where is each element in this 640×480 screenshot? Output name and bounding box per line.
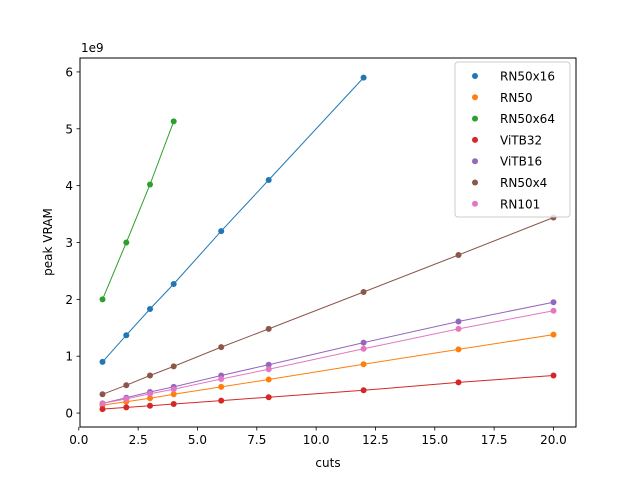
- legend-label-vitb32: ViTB32: [500, 133, 542, 147]
- data-point-rn50x4: [218, 344, 225, 351]
- data-point-rn101: [455, 325, 462, 332]
- data-point-rn50x4: [455, 252, 462, 258]
- data-point-rn50x16: [99, 358, 106, 365]
- y-tick-label: 5: [65, 122, 73, 136]
- series-line-rn50x64: [102, 121, 175, 300]
- x-tick-label: 10.0: [303, 433, 330, 447]
- legend-marker-rn101: [472, 200, 478, 207]
- data-point-rn50x4: [99, 391, 106, 398]
- data-point-rn50: [455, 346, 462, 353]
- data-point-rn50x64: [99, 296, 106, 303]
- data-point-rn50: [550, 331, 557, 338]
- data-point-rn101: [550, 307, 557, 314]
- data-point-rn50x16: [170, 281, 177, 287]
- data-point-vitb16: [550, 299, 557, 306]
- data-point-rn50: [265, 376, 272, 383]
- legend-marker-rn50: [472, 94, 478, 101]
- data-point-rn50: [147, 395, 153, 402]
- series-rn101: [99, 307, 557, 407]
- y-tick-label: 0: [65, 407, 73, 421]
- data-point-vitb32: [360, 387, 367, 394]
- data-point-rn101: [147, 390, 153, 397]
- legend-marker-vitb32: [472, 136, 478, 143]
- data-point-rn50x64: [170, 118, 177, 125]
- y-tick-label: 4: [65, 179, 73, 193]
- plot-area: [99, 74, 557, 413]
- data-point-rn50x4: [360, 289, 367, 295]
- legend-label-rn50x4: RN50x4: [500, 176, 547, 190]
- data-point-rn101: [265, 366, 272, 373]
- data-point-vitb16: [360, 339, 367, 346]
- legend-label-rn50: RN50: [500, 91, 533, 105]
- data-point-vitb32: [123, 404, 130, 411]
- data-point-rn50x4: [123, 382, 130, 389]
- data-point-rn50x4: [265, 325, 272, 332]
- data-point-vitb32: [550, 372, 557, 379]
- data-point-rn50x16: [147, 306, 153, 312]
- x-axis-label: cuts: [315, 456, 340, 470]
- legend-label-rn50x64: RN50x64: [500, 112, 555, 126]
- data-point-rn101: [170, 386, 177, 393]
- legend: RN50x16 RN50 RN50x64 ViTB32 ViTB16 RN50x4 RN10…: [454, 61, 571, 218]
- y-tick-label: 1: [65, 350, 73, 364]
- series-rn50x4: [99, 214, 557, 398]
- x-tick-label: 12.5: [362, 433, 389, 447]
- data-point-rn50x16: [360, 74, 367, 81]
- x-tick-label: 2.5: [129, 433, 148, 447]
- y-tick-label: 2: [65, 293, 73, 307]
- data-point-rn101: [123, 395, 130, 402]
- x-tick-label: 5.0: [188, 433, 207, 447]
- data-point-rn50x16: [265, 177, 272, 183]
- data-point-rn50x16: [218, 228, 225, 235]
- legend-label-rn101: RN101: [500, 197, 540, 211]
- series-vitb32: [99, 372, 557, 413]
- y-offset-text: 1e9: [81, 41, 104, 55]
- data-point-rn101: [99, 400, 106, 407]
- data-point-rn50: [218, 383, 225, 390]
- data-point-vitb16: [455, 318, 462, 325]
- legend-label-rn50x16: RN50x16: [500, 70, 555, 84]
- x-tick-label: 7.5: [247, 433, 266, 447]
- legend-marker-rn50x16: [472, 73, 478, 79]
- x-tick-label: 15.0: [421, 433, 448, 447]
- data-point-vitb32: [99, 406, 106, 413]
- data-point-rn101: [218, 376, 225, 382]
- y-tick-label: 6: [65, 65, 73, 79]
- x-tick-label: 20.0: [540, 433, 567, 447]
- data-point-rn50: [360, 361, 367, 368]
- data-point-rn50x4: [170, 363, 177, 370]
- y-axis-label: peak VRAM: [41, 208, 55, 276]
- series-rn50x16: [99, 74, 367, 365]
- legend-marker-vitb16: [472, 158, 478, 165]
- data-point-rn50x16: [123, 332, 130, 339]
- data-point-vitb32: [455, 379, 462, 386]
- data-point-rn50: [170, 391, 177, 398]
- legend-box: [454, 61, 571, 218]
- x-tick-label: 17.5: [481, 433, 508, 447]
- data-point-rn50x4: [147, 372, 153, 379]
- series-rn50x64: [99, 118, 177, 303]
- legend-label-vitb16: ViTB16: [500, 155, 542, 169]
- data-point-vitb32: [147, 402, 153, 409]
- x-axis: 0.0 2.5 5.0 7.5 10.0 12.5 15.0 17.5 20.0: [69, 427, 567, 447]
- data-point-rn50x64: [123, 239, 130, 246]
- y-axis: 0 1 2 3 4 5 6: [65, 65, 80, 421]
- legend-marker-rn50x64: [472, 115, 478, 122]
- data-point-vitb32: [218, 397, 225, 404]
- y-tick-label: 3: [65, 236, 73, 250]
- x-tick-label: 0.0: [69, 433, 88, 447]
- data-point-rn50x64: [147, 181, 153, 188]
- data-point-vitb16: [265, 361, 272, 368]
- data-point-rn101: [360, 345, 367, 352]
- legend-marker-rn50x4: [472, 179, 478, 186]
- data-point-vitb32: [170, 401, 177, 407]
- data-point-vitb32: [265, 394, 272, 401]
